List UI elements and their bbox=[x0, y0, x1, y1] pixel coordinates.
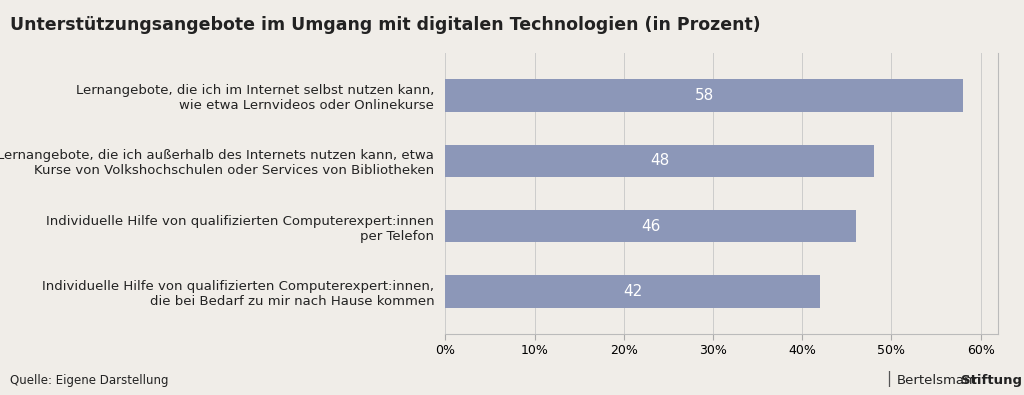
Bar bbox=[445, 145, 873, 177]
Text: Unterstützungsangebote im Umgang mit digitalen Technologien (in Prozent): Unterstützungsangebote im Umgang mit dig… bbox=[10, 16, 761, 34]
Text: 46: 46 bbox=[641, 219, 660, 234]
Text: |: | bbox=[886, 371, 891, 387]
Text: Bertelsmann: Bertelsmann bbox=[897, 374, 982, 387]
Text: Stiftung: Stiftung bbox=[961, 374, 1022, 387]
Text: 42: 42 bbox=[624, 284, 642, 299]
Bar bbox=[445, 275, 820, 308]
Bar bbox=[445, 79, 963, 112]
Text: Quelle: Eigene Darstellung: Quelle: Eigene Darstellung bbox=[10, 374, 169, 387]
Text: 48: 48 bbox=[650, 153, 669, 168]
Bar bbox=[445, 210, 856, 243]
Text: 58: 58 bbox=[694, 88, 714, 103]
